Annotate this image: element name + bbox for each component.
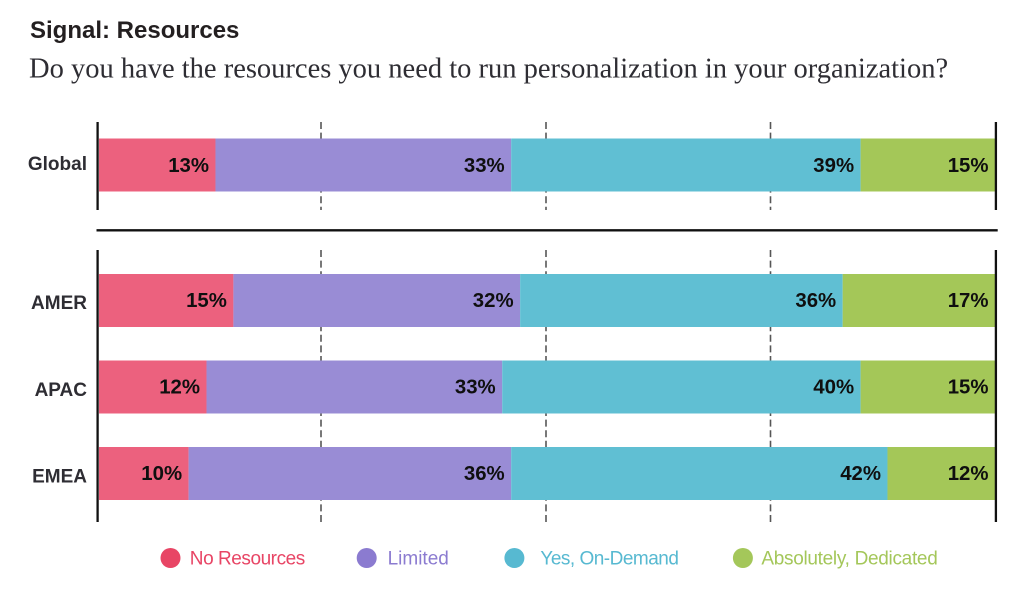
svg-text:42%: 42%	[840, 463, 881, 485]
svg-text:12%: 12%	[948, 463, 989, 485]
svg-text:Limited: Limited	[388, 549, 449, 570]
svg-text:13%: 13%	[168, 155, 209, 177]
svg-text:32%: 32%	[473, 290, 514, 312]
svg-text:36%: 36%	[795, 290, 836, 312]
svg-text:Absolutely, Dedicated: Absolutely, Dedicated	[761, 549, 937, 570]
svg-text:Signal: Resources: Signal: Resources	[30, 17, 239, 44]
svg-text:15%: 15%	[948, 376, 989, 398]
svg-text:Do you have the resources you: Do you have the resources you need to ru…	[29, 54, 948, 85]
svg-text:17%: 17%	[948, 290, 989, 312]
svg-text:No Resources: No Resources	[190, 549, 305, 570]
svg-text:12%: 12%	[159, 376, 200, 398]
svg-text:36%: 36%	[464, 463, 505, 485]
svg-text:39%: 39%	[813, 155, 854, 177]
svg-text:EMEA: EMEA	[32, 467, 87, 488]
svg-text:15%: 15%	[186, 290, 227, 312]
svg-text:APAC: APAC	[35, 380, 88, 401]
svg-text:Yes, On-Demand: Yes, On-Demand	[540, 549, 678, 570]
svg-text:33%: 33%	[464, 155, 505, 177]
svg-text:AMER: AMER	[31, 293, 87, 314]
svg-text:Global: Global	[28, 154, 87, 175]
svg-text:33%: 33%	[455, 376, 496, 398]
svg-text:15%: 15%	[948, 155, 989, 177]
svg-text:40%: 40%	[813, 376, 854, 398]
svg-text:10%: 10%	[141, 463, 182, 485]
